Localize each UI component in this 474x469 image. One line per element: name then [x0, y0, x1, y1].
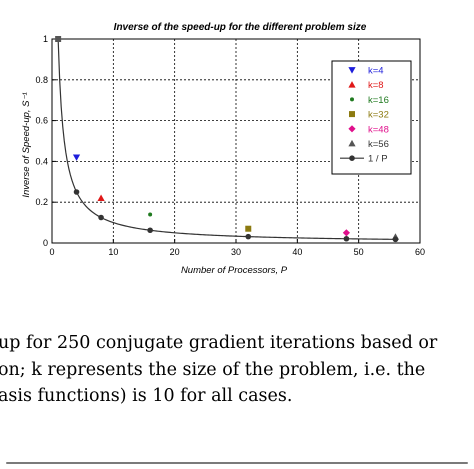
- speedup-chart: Inverse of the speed-up for the differen…: [21, 22, 425, 276]
- legend-marker: [349, 111, 355, 118]
- data-point: [245, 225, 252, 232]
- data-point: [245, 233, 252, 240]
- legend-item: k=32: [349, 110, 389, 121]
- series-2: [148, 212, 153, 217]
- legend-label: k=32: [368, 110, 389, 121]
- caption-line-3: asis functions) is 10 for all cases.: [0, 386, 293, 406]
- legend-label: k=56: [368, 139, 389, 150]
- y-tick-label: 0: [43, 238, 48, 248]
- legend-label: 1 / P: [368, 154, 388, 165]
- legend-label: k=48: [368, 124, 389, 135]
- legend: k=4 k=8 k=16 k=32 k=48 k=56 1 / P: [331, 60, 412, 175]
- legend-box: [331, 60, 412, 175]
- series-6: [55, 36, 399, 243]
- legend-label: k=16: [368, 95, 389, 106]
- legend-item: k=4: [348, 66, 384, 77]
- legend-marker: [348, 125, 356, 133]
- legend-item: 1 / P: [340, 154, 388, 165]
- legend-item: k=16: [350, 95, 389, 106]
- legend-item: k=56: [348, 139, 389, 150]
- data-point: [97, 194, 105, 201]
- legend-marker: [350, 97, 354, 102]
- data-series: [55, 36, 400, 243]
- series-0: [72, 154, 81, 161]
- x-tick-label: 40: [292, 247, 302, 257]
- data-point: [55, 36, 62, 42]
- x-axis-label: Number of Processors, P: [181, 265, 288, 276]
- x-tick-label: 50: [354, 247, 364, 257]
- data-point: [72, 154, 81, 161]
- series-3: [245, 225, 252, 232]
- curve-1-over-p: [57, 38, 396, 240]
- data-point: [147, 227, 153, 234]
- x-tick-label: 30: [231, 247, 241, 257]
- caption-line-2: on; k represents the size of the problem…: [0, 360, 426, 380]
- legend-item: k=48: [348, 124, 389, 135]
- data-point: [392, 236, 399, 243]
- y-tick-label: 0.4: [35, 156, 48, 166]
- data-point: [148, 212, 153, 217]
- series-1: [97, 194, 105, 201]
- legend-label: k=8: [368, 80, 384, 91]
- data-point: [343, 235, 350, 242]
- axis-ticks: 0 10 20 30 40 50 60 0 0.2 0.4 0.6 0.8 1: [35, 34, 425, 257]
- legend-label: k=4: [368, 66, 384, 77]
- y-tick-label: 1: [43, 34, 48, 44]
- x-tick-label: 0: [49, 247, 54, 257]
- y-tick-label: 0.2: [35, 197, 48, 207]
- legend-marker: [348, 67, 356, 74]
- legend-marker: [348, 81, 356, 88]
- x-tick-label: 10: [108, 247, 118, 257]
- data-point: [73, 189, 80, 195]
- legend-item: k=8: [348, 80, 384, 91]
- legend-marker: [348, 139, 356, 147]
- x-tick-label: 20: [170, 247, 180, 257]
- x-tick-label: 60: [415, 247, 425, 257]
- cut-off-text-line: [0, 462, 474, 469]
- data-point: [98, 214, 104, 221]
- chart-title: Inverse of the speed-up for the differen…: [114, 22, 367, 33]
- y-tick-label: 0.8: [35, 75, 48, 85]
- y-tick-label: 0.6: [35, 116, 48, 126]
- y-axis-label: Inverse of Speed-up, S⁻¹: [21, 92, 32, 197]
- legend-marker: [349, 155, 355, 161]
- series-4: [342, 229, 350, 237]
- data-point: [342, 229, 350, 237]
- caption-line-1: up for 250 conjugate gradient iterations…: [0, 333, 438, 353]
